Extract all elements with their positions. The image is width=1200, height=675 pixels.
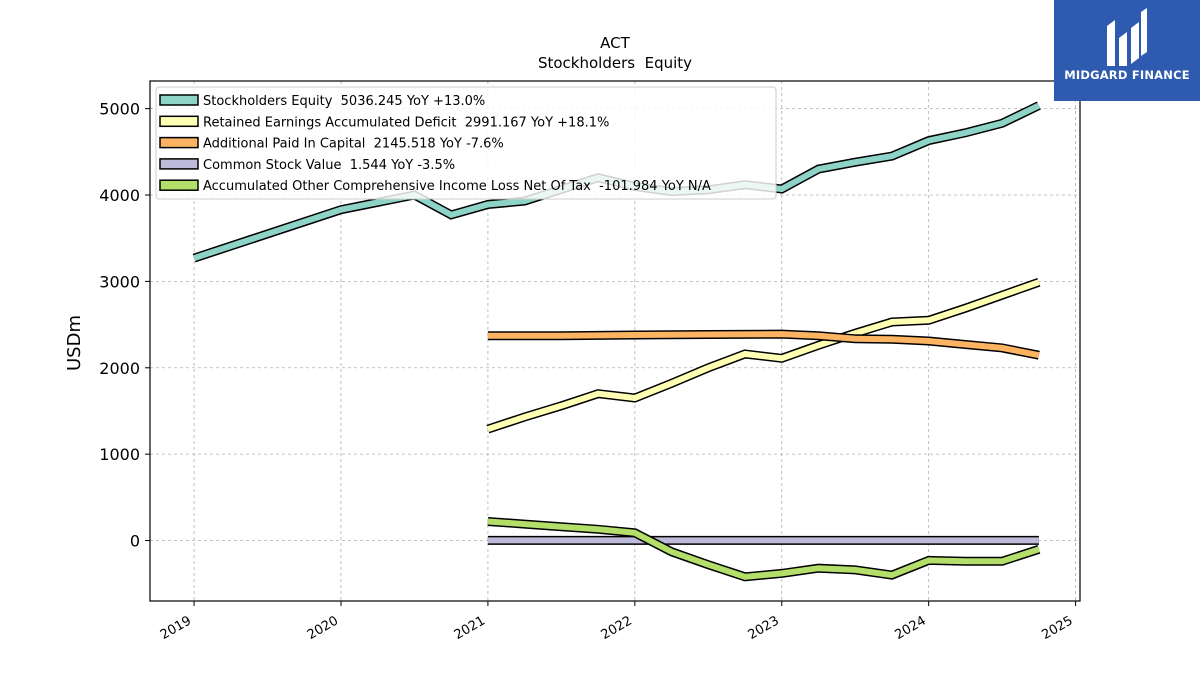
legend-swatch (159, 179, 199, 191)
x-tick-label: 2021 (452, 613, 488, 643)
legend-entry: Additional Paid In Capital 2145.518 YoY … (203, 137, 504, 152)
midgard-logo-mark (1107, 8, 1147, 66)
legend-swatch (159, 158, 199, 170)
x-tick-label: 2025 (1039, 613, 1075, 643)
legend-swatch (159, 136, 199, 149)
x-tick-label: 2020 (305, 613, 341, 643)
legend-entry: Retained Earnings Accumulated Deficit 29… (203, 115, 609, 130)
series-line-accumulated-other-comprehensive-income-loss-net-of-tax (487, 518, 1040, 580)
y-tick-label: 4000 (99, 186, 140, 205)
x-tick-label: 2019 (158, 613, 194, 643)
midgard-finance-logo: MIDGARD FINANCE (1054, 0, 1200, 101)
plot-frame (149, 80, 1081, 602)
logo-text: MIDGARD FINANCE (1064, 68, 1190, 82)
legend-swatch (159, 94, 199, 106)
x-tick-label: 2022 (599, 613, 635, 643)
y-tick-label: 1000 (99, 445, 140, 464)
legend-entry: Stockholders Equity 5036.245 YoY +13.0% (203, 94, 485, 109)
y-tick-label: 2000 (99, 359, 140, 378)
legend-box (155, 86, 777, 200)
chart-title: ACT (600, 34, 630, 52)
y-tick-label: 3000 (99, 272, 140, 291)
x-tick-label: 2024 (893, 613, 929, 643)
legend: Stockholders Equity 5036.245 YoY +13.0% R… (155, 86, 777, 200)
y-axis-label: USDm (64, 315, 85, 371)
x-tick-label: 2023 (746, 613, 782, 643)
y-tick-label: 0 (130, 532, 140, 551)
legend-entry: Accumulated Other Comprehensive Income L… (203, 179, 711, 194)
legend-entry: Common Stock Value 1.544 YoY -3.5% (203, 158, 455, 173)
series-line-additional-paid-in-capital (487, 331, 1040, 359)
series-line-retained-earnings-accumulated-deficit (486, 279, 1040, 432)
y-tick-label: 5000 (99, 100, 140, 119)
legend-swatch (159, 115, 199, 128)
chart-subtitle: Stockholders Equity (538, 54, 692, 72)
